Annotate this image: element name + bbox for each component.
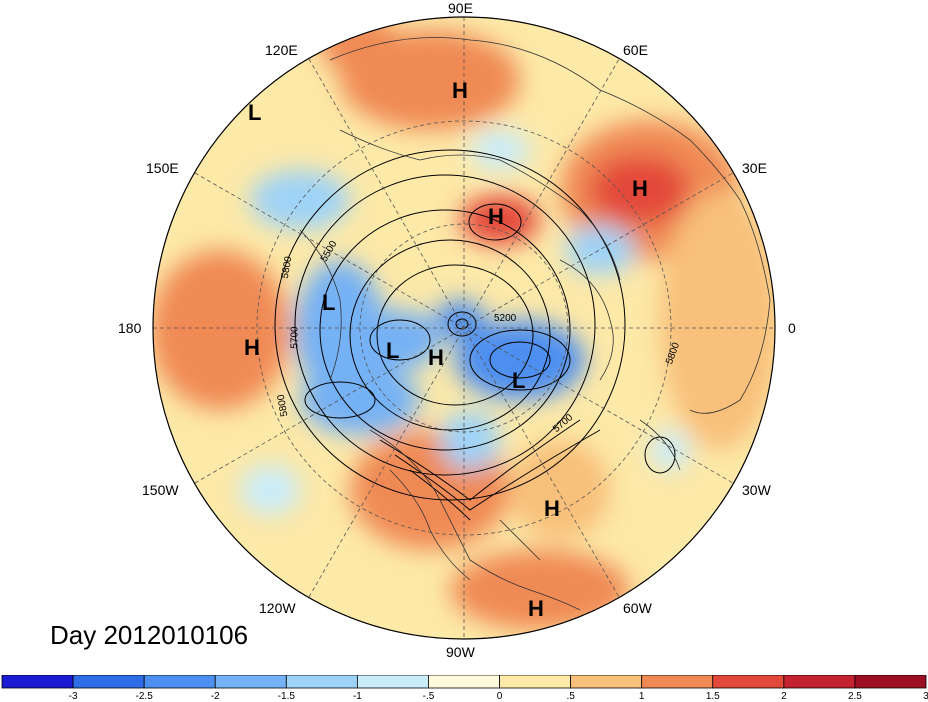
low-center: L [322, 290, 336, 315]
high-center: H [632, 176, 648, 201]
label-120e: 120E [265, 42, 298, 58]
colorbar-swatch [570, 675, 643, 689]
label-30e: 30E [742, 160, 767, 176]
label-150w: 150W [142, 482, 179, 498]
colorbar-swatch [285, 675, 358, 689]
colorbar-tick-label: -1 [352, 691, 362, 702]
colorbar [1, 675, 927, 689]
colorbar-tick-label: 1.5 [705, 691, 720, 702]
label-60w: 60W [623, 600, 652, 616]
contour-label: 5700 [289, 326, 301, 349]
colorbar-swatch [783, 675, 856, 689]
colorbar-tick-label: -.5 [422, 691, 435, 702]
label-90e: 90E [448, 0, 473, 16]
colorbar-swatch [499, 675, 572, 689]
label-120w: 120W [259, 600, 296, 616]
label-180: 180 [118, 320, 142, 336]
page-title: Day 2012010106 [50, 620, 249, 650]
colorbar-tick-label: 2 [781, 691, 787, 702]
high-center: H [544, 496, 560, 521]
map-boundary [152, 16, 776, 640]
colorbar-tick-label: 2.5 [847, 691, 862, 702]
high-center: H [428, 345, 444, 370]
low-center: L [386, 338, 400, 363]
label-90w: 90W [446, 644, 475, 660]
colorbar-tick-label: -2.5 [135, 691, 153, 702]
colorbar-tick-label: -2 [210, 691, 220, 702]
colorbar-swatch [712, 675, 785, 689]
colorbar-swatch [641, 675, 714, 689]
colorbar-swatch [214, 675, 287, 689]
high-center: H [244, 335, 260, 360]
colorbar-swatch [1, 675, 74, 689]
colorbar-tick-label: -1.5 [277, 691, 295, 702]
colorbar-tick-label: -3 [68, 691, 78, 702]
high-center: H [452, 78, 468, 103]
contour-label: 5200 [494, 313, 517, 324]
colorbar-tick-label: 1 [638, 691, 645, 702]
label-30w: 30W [742, 482, 771, 498]
colorbar-swatch [143, 675, 216, 689]
colorbar-swatch [72, 675, 145, 689]
colorbar-tick-label: .5 [566, 691, 575, 702]
low-center: L [512, 368, 526, 393]
colorbar-tick-label: 3 [923, 691, 928, 702]
colorbar-swatch [428, 675, 500, 689]
high-center: H [528, 596, 544, 621]
label-150e: 150E [146, 160, 179, 176]
colorbar-tick-label: 0 [496, 691, 503, 702]
high-center: H [488, 204, 504, 229]
label-0: 0 [788, 320, 796, 336]
colorbar-swatch [356, 675, 429, 689]
label-60e: 60E [623, 42, 648, 58]
graticule [153, 17, 775, 639]
low-center: L [248, 100, 262, 125]
colorbar-swatch [854, 675, 927, 689]
